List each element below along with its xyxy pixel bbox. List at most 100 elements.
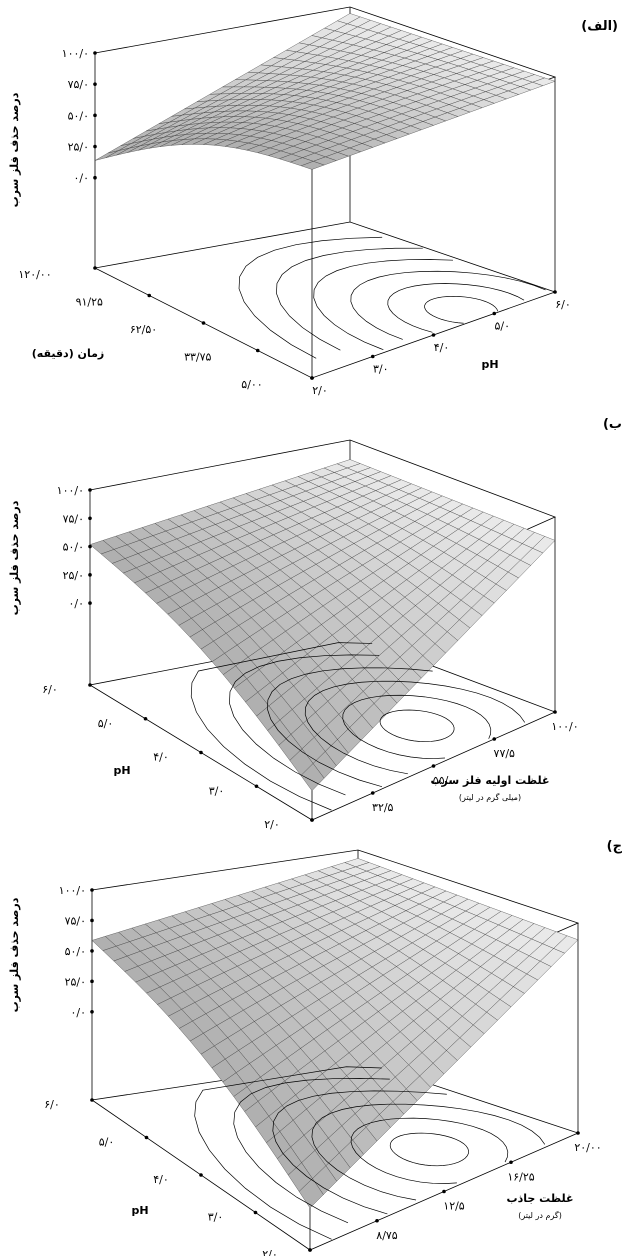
y-tick-label: ۳۲/۵ [372, 801, 394, 814]
contour-line [233, 1078, 390, 1224]
z-tick-mark [90, 1010, 94, 1014]
contour-line [267, 667, 433, 788]
y-tick-mark [308, 1248, 312, 1252]
y-tick-mark [370, 791, 375, 795]
y-tick-label: ۱۶/۲۵ [507, 1170, 534, 1183]
chart-a-ylabel: زمان (دقیقه) [32, 347, 104, 360]
chart-panel-b: ۰/۰ ۲۵/۰ ۵۰/۰ ۷۵/۰ ۱۰۰/۰ ۲/۰ ۳/۰ ۴/۰ ۵/۰ ۶/۰ ۱۰/۰ ۳… [0, 410, 622, 830]
chart-b-xlabel: pH [113, 764, 130, 777]
chart-c-contours [194, 1066, 546, 1240]
x-tick-mark [553, 290, 557, 294]
y-tick-label: ۹۱/۲۵ [76, 296, 103, 309]
contour-line [272, 1090, 447, 1215]
y-tick-mark [310, 376, 314, 380]
x-tick-label: ۶/۰ [555, 298, 571, 311]
z-tick-label: ۰/۰ [68, 597, 84, 610]
chart-a-ticks: ۰/۰ ۲۵/۰ ۵۰/۰ ۷۵/۰ ۱۰۰/۰ ۲/۰ ۳/۰ ۴/۰ ۵/۰ ۶/۰ ۵/۰۰ ۳… [18, 47, 570, 397]
chart-panel-c: ۰/۰۲۵/۰۵۰/۰۷۵/۰۱۰۰/۰۲/۰۳/۰۴/۰۵/۰۶/۰۵/۰۰۸… [0, 830, 622, 1256]
contour-line [229, 654, 380, 796]
x-tick-mark [90, 1098, 94, 1102]
contour-line [387, 283, 525, 333]
surface-cell [300, 161, 325, 170]
z-tick-label: ۰/۰ [70, 1006, 86, 1019]
contour-line [311, 1103, 546, 1201]
chart-b-ylabel-sub: (میلی گرم در لیتر) [459, 792, 521, 802]
chart-c-zlabel: درصد حذف فلز سرب [8, 897, 21, 1012]
y-tick-label: ۵۵/۰ [433, 774, 454, 787]
x-tick-mark [254, 784, 259, 789]
z-tick-mark [88, 488, 92, 492]
chart-a-xlabel: pH [481, 358, 498, 371]
z-tick-label: ۱۰۰/۰ [57, 484, 84, 497]
x-tick-label: ۶/۰ [42, 683, 58, 696]
z-tick-label: ۷۵/۰ [63, 512, 84, 525]
y-tick-mark [509, 1160, 513, 1165]
z-tick-label: ۲۵/۰ [65, 975, 86, 988]
y-tick-mark [576, 1131, 580, 1135]
y-tick-label: ۳۳/۷۵ [184, 351, 211, 364]
x-tick-label: ۴/۰ [153, 1173, 169, 1186]
y-tick-mark [93, 266, 97, 270]
y-tick-label: ۱۰/۰ [311, 828, 332, 830]
y-tick-mark [553, 710, 557, 714]
x-tick-label: ۴/۰ [434, 341, 450, 354]
chart-b-svg: ۰/۰ ۲۵/۰ ۵۰/۰ ۷۵/۰ ۱۰۰/۰ ۲/۰ ۳/۰ ۴/۰ ۵/۰ ۶/۰ ۱۰/۰ ۳… [8, 417, 622, 830]
y-tick-label: ۶۲/۵۰ [130, 323, 157, 336]
chart-a-contours [238, 236, 546, 359]
x-tick-mark [143, 716, 148, 721]
contour-line [313, 259, 454, 351]
z-tick-mark [90, 918, 94, 923]
z-tick-mark [88, 601, 92, 605]
chart-c-svg: ۰/۰۲۵/۰۵۰/۰۷۵/۰۱۰۰/۰۲/۰۳/۰۴/۰۵/۰۶/۰۵/۰۰۸… [8, 839, 622, 1256]
chart-c-ticks: ۰/۰۲۵/۰۵۰/۰۷۵/۰۱۰۰/۰۲/۰۳/۰۴/۰۵/۰۶/۰۵/۰۰۸… [44, 884, 601, 1256]
x-tick-mark [253, 1210, 258, 1215]
y-tick-mark [431, 764, 436, 768]
chart-b-contours [190, 642, 526, 811]
chart-b-ylabel: غلظت اولیه فلز سرب [430, 774, 549, 787]
y-tick-mark [310, 818, 314, 822]
z-tick-label: ۵۰/۰ [65, 945, 86, 958]
z-tick-label: ۱۰۰/۰ [62, 47, 89, 60]
chart-b-zlabel: درصد حذف فلز سرب [8, 500, 21, 615]
chart-c-xlabel: pH [131, 1204, 148, 1217]
chart-c-surface [91, 858, 579, 1209]
z-tick-mark [90, 979, 94, 984]
contour-line [379, 709, 455, 743]
chart-a-zlabel: درصد حذف فلز سرب [8, 92, 21, 207]
y-tick-label: ۱۰۰/۰ [551, 720, 578, 733]
chart-a-surface [94, 13, 556, 170]
chart-c-panel-label: (ج [607, 839, 622, 854]
z-tick-label: ۰/۰ [73, 172, 89, 185]
z-tick-label: ۷۵/۰ [68, 78, 89, 91]
z-tick-label: ۵۰/۰ [63, 541, 84, 554]
chart-b-ticks: ۰/۰ ۲۵/۰ ۵۰/۰ ۷۵/۰ ۱۰۰/۰ ۲/۰ ۳/۰ ۴/۰ ۵/۰ ۶/۰ ۱۰/۰ ۳… [42, 484, 578, 830]
x-tick-label: ۳/۰ [209, 784, 225, 797]
chart-floor [93, 221, 557, 379]
x-tick-label: ۴/۰ [153, 751, 169, 764]
y-tick-mark [255, 348, 260, 353]
x-tick-mark [370, 354, 375, 359]
x-tick-label: ۲/۰ [262, 1248, 278, 1256]
x-tick-mark [199, 1173, 203, 1177]
x-tick-label: ۳/۰ [208, 1211, 224, 1224]
z-tick-mark [90, 949, 94, 953]
contour-line [304, 680, 526, 775]
z-tick-label: ۱۰۰/۰ [59, 884, 86, 897]
contour-line [190, 642, 373, 811]
z-tick-mark [90, 888, 94, 892]
y-tick-mark [147, 293, 152, 298]
y-tick-label: ۱۲/۵ [443, 1200, 465, 1213]
x-tick-mark [492, 311, 497, 316]
chart-a-svg: ۰/۰ ۲۵/۰ ۵۰/۰ ۷۵/۰ ۱۰۰/۰ ۲/۰ ۳/۰ ۴/۰ ۵/۰ ۶/۰ ۵/۰۰ ۳… [8, 6, 618, 397]
contour-line [342, 694, 492, 759]
z-tick-mark [93, 144, 97, 149]
contour-line [350, 270, 546, 340]
x-tick-label: ۶/۰ [44, 1098, 60, 1111]
y-tick-label: ۷۷/۵ [494, 747, 516, 760]
contour-line [276, 247, 423, 351]
z-tick-mark [93, 51, 97, 55]
y-tick-mark [492, 737, 497, 741]
contour-line [424, 295, 499, 324]
chart-panel-a: ۰/۰ ۲۵/۰ ۵۰/۰ ۷۵/۰ ۱۰۰/۰ ۲/۰ ۳/۰ ۴/۰ ۵/۰ ۶/۰ ۵/۰۰ ۳… [0, 0, 622, 410]
z-tick-mark [93, 175, 97, 180]
